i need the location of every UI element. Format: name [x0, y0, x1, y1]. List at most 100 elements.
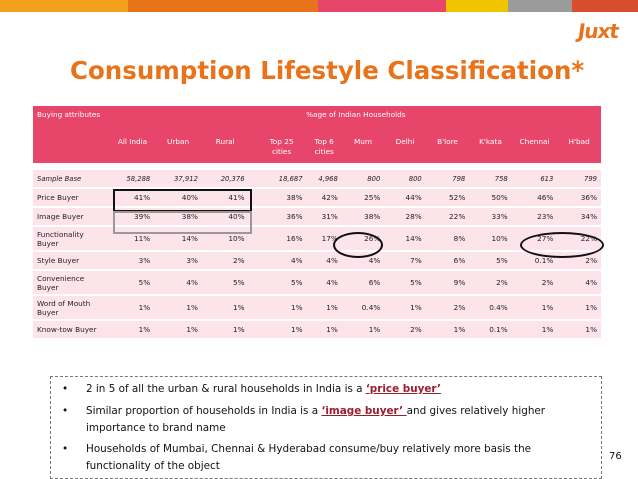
row-label: Style Buyer	[33, 251, 111, 270]
row-label: Functionality Buyer	[33, 226, 111, 251]
cell: 800	[341, 169, 385, 188]
cell: 4,968	[306, 169, 342, 188]
slide-title: Consumption Lifestyle Classification*	[70, 56, 585, 85]
cell: 1%	[384, 295, 426, 320]
notes-box: • 2 in 5 of all the urban & rural househ…	[50, 376, 602, 479]
cell: 41%	[110, 188, 155, 207]
cell: 4%	[557, 270, 601, 295]
cell: 2%	[511, 270, 558, 295]
cell: 23%	[511, 207, 558, 226]
table-row: Word of Mouth Buyer 1% 1% 1% 1% 1% 0.4% …	[33, 295, 601, 320]
cell: 1%	[248, 295, 307, 320]
table-row: Functionality Buyer 11% 14% 10% 16% 17% …	[33, 226, 601, 251]
cell: 1%	[201, 295, 249, 320]
col-header: Chennai	[511, 133, 558, 163]
cell: 1%	[110, 320, 155, 339]
col-header: Top 6 cities	[306, 133, 342, 163]
cell: 5%	[201, 270, 249, 295]
col-header: Delhi	[384, 133, 426, 163]
table-row: Sample Base 58,288 37,912 20,376 18,687 …	[33, 169, 601, 188]
cell: 799	[557, 169, 601, 188]
cell: 2%	[201, 251, 249, 270]
cell: 14%	[154, 226, 202, 251]
cell: 1%	[557, 320, 601, 339]
cell: 1%	[511, 295, 558, 320]
table-row: Know-tow Buyer 1% 1% 1% 1% 1% 1% 2% 1% 0…	[33, 320, 601, 339]
cell: 38%	[341, 207, 385, 226]
cell: 4%	[248, 251, 307, 270]
cell: 1%	[341, 320, 385, 339]
row-label: Word of Mouth Buyer	[33, 295, 111, 320]
cell: 50%	[469, 188, 512, 207]
cell: 4%	[306, 251, 342, 270]
brand-logo: Juxt	[576, 19, 620, 43]
col-header: B'lore	[425, 133, 470, 163]
cell: 36%	[248, 207, 307, 226]
col-header: Top 25 cities	[248, 133, 307, 163]
row-label: Sample Base	[33, 169, 111, 188]
col-header: Urban	[154, 133, 202, 163]
cell: 1%	[306, 295, 342, 320]
cell: 1%	[110, 295, 155, 320]
cell: 1%	[306, 320, 342, 339]
cell: 1%	[248, 320, 307, 339]
note-highlight: ‘image buyer’	[321, 405, 407, 417]
cell: 4%	[154, 270, 202, 295]
top-bar-segment-6	[572, 0, 638, 12]
cell: 36%	[557, 188, 601, 207]
note-text-part: Similar proportion of households in Indi…	[86, 405, 322, 417]
header-group: %age of Indian Households	[110, 106, 601, 133]
cell: 758	[469, 169, 512, 188]
bullet-icon: •	[62, 443, 69, 455]
cell: 41%	[201, 188, 249, 207]
cell: 6%	[425, 251, 470, 270]
cell: 3%	[110, 251, 155, 270]
note-text: Households of Mumbai, Chennai & Hyderaba…	[86, 443, 532, 472]
cell: 9%	[425, 270, 470, 295]
cell: 25%	[341, 188, 385, 207]
col-header: All India	[110, 133, 155, 163]
header-attr: Buying attributes	[33, 106, 111, 133]
cell: 40%	[154, 188, 202, 207]
cell: 2%	[469, 270, 512, 295]
cell: 2%	[425, 295, 470, 320]
col-header: H'bad	[557, 133, 601, 163]
cell: 5%	[469, 251, 512, 270]
row-label: Image Buyer	[33, 207, 111, 226]
note-text: Similar proportion of households in Indi…	[86, 403, 586, 437]
cell: 14%	[384, 226, 426, 251]
cell: 4%	[306, 270, 342, 295]
cell: 28%	[384, 207, 426, 226]
top-bar-segment-1	[0, 0, 128, 12]
note-text-part: 2 in 5 of all the urban & rural househol…	[86, 383, 366, 395]
column-header-row: All India Urban Rural Top 25 cities Top …	[33, 133, 601, 163]
cell: 42%	[306, 188, 342, 207]
top-bar-segment-3	[318, 0, 446, 12]
cell: 38%	[248, 188, 307, 207]
note-text-part: and gives relatively higher importance t…	[86, 405, 546, 434]
row-label: Know-tow Buyer	[33, 320, 111, 339]
cell: 11%	[110, 226, 155, 251]
cell: 37,912	[154, 169, 202, 188]
cell: 33%	[469, 207, 512, 226]
cell: 5%	[384, 270, 426, 295]
cell: 10%	[201, 226, 249, 251]
highlight-ellipse-mumbai	[333, 232, 383, 258]
top-color-bar	[0, 0, 638, 12]
cell: 0.4%	[341, 295, 385, 320]
cell: 20,376	[201, 169, 249, 188]
cell: 3%	[154, 251, 202, 270]
col-header: Mum	[341, 133, 385, 163]
table-row: Convenience Buyer 5% 4% 5% 5% 4% 6% 5% 9…	[33, 270, 601, 295]
col-header: Rural	[201, 133, 249, 163]
table-row: Style Buyer 3% 3% 2% 4% 4% 4% 7% 6% 5% 0…	[33, 251, 601, 270]
top-bar-segment-4	[446, 0, 508, 12]
cell: 1%	[511, 320, 558, 339]
highlight-box-image-buyer	[113, 211, 252, 234]
cell: 1%	[425, 320, 470, 339]
bullet-icon: •	[62, 383, 69, 395]
cell: 16%	[248, 226, 307, 251]
cell: 0.1%	[469, 320, 512, 339]
cell: 7%	[384, 251, 426, 270]
households-table: Buying attributes %age of Indian Househo…	[33, 106, 601, 339]
